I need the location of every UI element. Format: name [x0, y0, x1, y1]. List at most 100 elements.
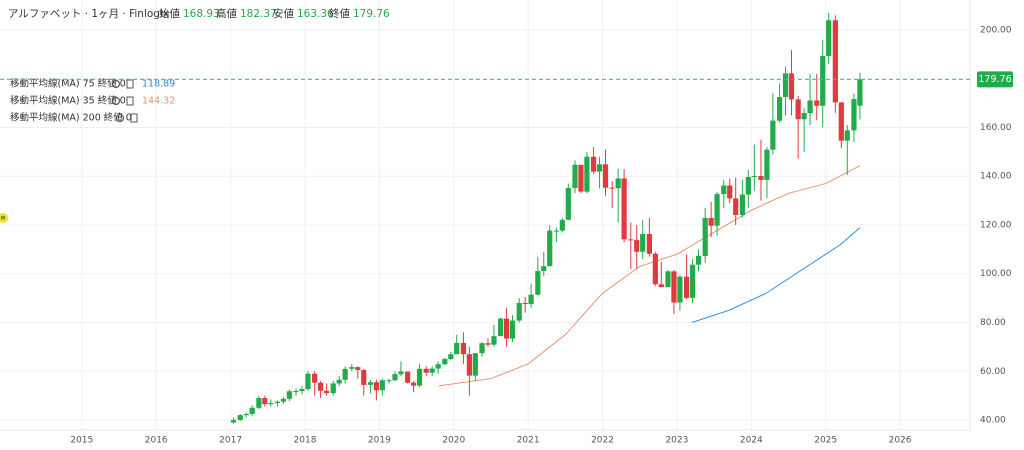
legend-value: 118.89: [142, 79, 175, 90]
candle-body: [472, 353, 478, 376]
candle-body: [498, 318, 504, 337]
candle-body: [398, 371, 404, 375]
candle-body: [541, 266, 547, 272]
x-tick-label: 2025: [814, 436, 837, 446]
delete-icon[interactable]: [130, 113, 138, 123]
candle-body: [640, 234, 646, 252]
settings-icon[interactable]: [111, 79, 121, 89]
candle-body: [342, 368, 348, 380]
candle-body: [559, 219, 565, 231]
instrument-name: アルファベット · 1ヶ月 · Finlogix: [8, 8, 169, 20]
candle-body: [448, 354, 454, 360]
last-price-box: [977, 71, 1013, 88]
candle-body: [721, 185, 727, 195]
x-tick-label: 2020: [442, 436, 465, 446]
low-label: 安値: [273, 7, 294, 20]
candle-body: [503, 318, 510, 339]
candle-body: [423, 368, 429, 373]
settings-icon[interactable]: [115, 113, 125, 123]
candle-body: [733, 198, 739, 215]
candle-body: [677, 276, 683, 303]
candle-body: [299, 389, 305, 391]
legend-label: 移動平均線(MA) 200 終値 0: [10, 112, 132, 124]
candle-body: [652, 253, 658, 285]
x-tick-label: 2026: [889, 436, 912, 446]
candle-body: [262, 398, 268, 405]
y-tick-label: 200.00: [980, 25, 1012, 35]
open-label: 始値: [159, 7, 180, 20]
low-value: 163.36: [297, 8, 334, 20]
candle-body: [379, 380, 385, 391]
close-label: 終値: [329, 7, 350, 20]
candle-body: [516, 302, 522, 321]
candle-body: [305, 373, 311, 390]
x-tick-label: 2024: [740, 436, 763, 446]
candle-body: [646, 234, 652, 254]
candle-body: [330, 383, 336, 394]
candle-body: [609, 187, 615, 189]
candle-body: [405, 371, 411, 383]
candle-body: [256, 398, 262, 408]
y-tick-label: 80.00: [980, 318, 1006, 328]
x-tick-label: 2019: [368, 436, 391, 446]
candle-body: [435, 364, 441, 369]
marker: w: [0, 213, 8, 223]
candle-body: [727, 185, 733, 199]
candle-body: [596, 164, 603, 172]
settings-icon[interactable]: [111, 96, 121, 106]
x-tick-label: 2015: [70, 436, 93, 446]
legend: 移動平均線(MA) 75 終値 0 118.89 移動平均線(MA) 35 終値 0…: [10, 78, 175, 124]
candle-body: [739, 194, 745, 215]
candle-body: [454, 342, 460, 355]
candle-body: [410, 382, 417, 386]
candle-body: [820, 56, 826, 106]
candle-body: [466, 354, 472, 376]
candle-body: [665, 271, 671, 288]
grid: [0, 0, 970, 430]
candle-body: [621, 178, 627, 240]
candle-body: [671, 271, 677, 303]
y-tick-label: 60.00: [980, 367, 1006, 377]
x-tick-label: 2021: [517, 436, 540, 446]
candle-body: [522, 302, 528, 304]
candle-body: [280, 398, 287, 402]
x-tick-label: 2018: [294, 436, 317, 446]
candle-body: [628, 239, 634, 241]
candle-body: [782, 73, 789, 98]
candle-body: [553, 230, 560, 232]
delete-icon[interactable]: [126, 96, 134, 106]
x-tick-label: 2017: [219, 436, 242, 446]
candle-body: [373, 382, 379, 391]
ma-line: [691, 227, 861, 323]
candle-body: [591, 156, 597, 172]
candle-body: [584, 156, 590, 192]
candle-body: [689, 264, 696, 298]
candle-body: [479, 343, 485, 354]
candle-body: [293, 390, 299, 392]
delete-icon[interactable]: [126, 79, 134, 89]
candle-body: [826, 20, 832, 57]
candle-body: [243, 413, 249, 416]
candle-body: [764, 149, 770, 180]
candle-body: [318, 382, 324, 391]
y-tick-label: 140.00: [980, 172, 1012, 182]
y-tick-label: 120.00: [980, 220, 1012, 230]
candle-body: [578, 164, 584, 192]
candle-body: [838, 102, 844, 141]
legend-label: 移動平均線(MA) 35 終値 0: [10, 95, 126, 107]
candle-body: [683, 276, 690, 298]
ma-line: [438, 165, 861, 387]
candle-body: [367, 382, 374, 385]
candle-body: [788, 73, 795, 100]
candle-body: [323, 390, 330, 394]
candle-body: [274, 401, 281, 403]
candle-body: [851, 98, 857, 131]
high-label: 高値: [216, 7, 237, 20]
legend-label: 移動平均線(MA) 75 終値 0: [10, 78, 126, 90]
candle-body: [776, 97, 783, 121]
candle-body: [565, 187, 571, 220]
plot-area: [230, 12, 863, 424]
candle-body: [708, 217, 714, 226]
candle-body: [237, 415, 243, 421]
candle-body: [509, 320, 516, 339]
